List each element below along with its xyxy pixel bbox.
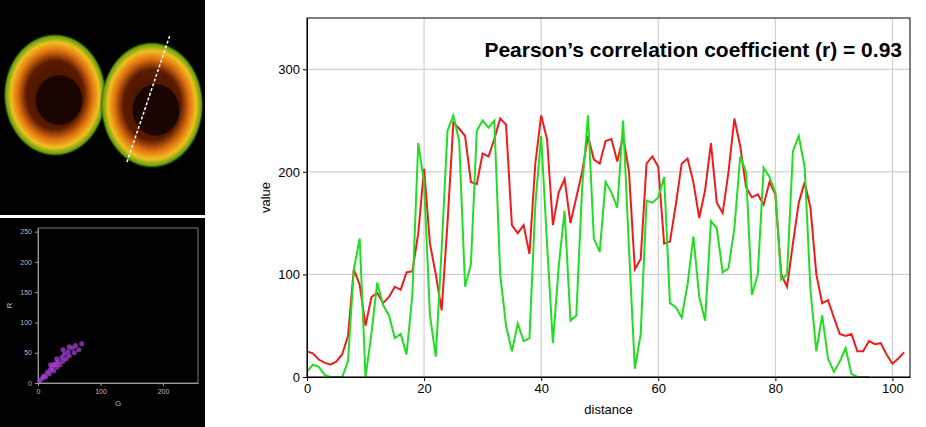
x-axis: 0 100 200 <box>37 383 199 395</box>
point <box>66 349 71 354</box>
tick-label: 80 <box>769 381 783 396</box>
series-line <box>307 115 869 377</box>
tick: 300 <box>278 62 307 77</box>
tick: 0 <box>304 377 311 396</box>
tick-mark <box>35 232 38 233</box>
point <box>67 344 72 349</box>
y-axis: 0 100 200 300 <box>278 19 307 385</box>
point <box>47 371 52 376</box>
tick: 20 <box>417 377 431 396</box>
grid <box>307 18 910 377</box>
tick-mark <box>35 292 38 293</box>
tick: 100 <box>882 377 904 396</box>
grid-line <box>307 69 910 70</box>
tick: 150 <box>20 289 38 296</box>
point <box>79 341 84 346</box>
point <box>48 362 53 367</box>
x-axis-title: distance <box>584 402 632 417</box>
tick: 200 <box>158 383 170 395</box>
tick-label: 20 <box>417 381 431 396</box>
tick-label: 0 <box>28 380 32 387</box>
tick-label: 200 <box>158 388 170 395</box>
profile-line <box>127 35 170 162</box>
tick-label: 200 <box>278 165 300 180</box>
tick: 200 <box>20 259 38 266</box>
tick-mark <box>303 69 307 70</box>
tick-label: 50 <box>24 349 32 356</box>
tick-mark <box>303 377 307 378</box>
inset-background <box>0 218 205 427</box>
micrograph <box>0 0 205 215</box>
tick-label: 250 <box>20 228 32 235</box>
tick: 40 <box>534 377 548 396</box>
nucleus <box>133 84 180 135</box>
points <box>38 341 84 383</box>
point <box>61 347 66 352</box>
tick-mark <box>35 353 38 354</box>
tick-label: 200 <box>20 259 32 266</box>
tick: 0 <box>37 383 41 395</box>
cell <box>100 41 204 169</box>
tick-mark <box>35 383 38 384</box>
tick: 50 <box>24 349 38 356</box>
grid-line <box>307 171 910 172</box>
title: Pearson’s correlation coefficient (r) = … <box>484 38 902 61</box>
inset-chart: 0 100 200 0 50 100 150 200 250 G R <box>5 228 199 408</box>
cell <box>3 33 107 157</box>
tick-mark <box>35 262 38 263</box>
tick-mark <box>303 172 307 173</box>
grid-line <box>892 18 893 377</box>
x-axis-line <box>308 377 911 378</box>
tick: 200 <box>278 165 307 180</box>
x-axis: 0 20 40 60 80 100 <box>304 377 911 396</box>
tick: 100 <box>95 383 107 395</box>
line-chart: 0 20 40 60 80 100 0 100 200 300 distance value Pears… <box>258 18 911 417</box>
tick-label: 0 <box>37 388 41 395</box>
canvas: 0 100 200 0 50 100 150 200 250 G R 0 20 40 60 80 100 0 100… <box>0 0 926 427</box>
lines <box>307 115 904 377</box>
tick-label: 40 <box>534 381 548 396</box>
tick-mark <box>35 322 38 323</box>
plot-frame <box>307 18 910 377</box>
tick: 60 <box>652 377 666 396</box>
point <box>73 343 78 348</box>
tick: 100 <box>20 319 38 326</box>
tick-label: 0 <box>304 381 311 396</box>
point <box>76 347 81 352</box>
y-axis-title: value <box>258 182 273 213</box>
inset-frame <box>38 228 198 383</box>
tick-label: 100 <box>20 319 32 326</box>
tick: 100 <box>278 267 307 282</box>
point <box>72 350 77 355</box>
tick-label: 300 <box>278 62 300 77</box>
grid-line <box>541 18 542 377</box>
grid-line <box>307 274 910 275</box>
tick-label: 150 <box>20 289 32 296</box>
tick-label: 60 <box>652 381 666 396</box>
tick: 250 <box>20 228 38 235</box>
tick-mark <box>163 383 164 386</box>
y-axis-title: R <box>5 302 14 308</box>
y-axis-line <box>307 19 308 378</box>
tick-label: 100 <box>882 381 904 396</box>
micrograph-background <box>0 0 205 215</box>
tick-mark <box>303 274 307 275</box>
tick: 0 <box>28 380 38 387</box>
tick-label: 0 <box>293 370 300 385</box>
tick-label: 100 <box>95 388 107 395</box>
y-axis: 0 50 100 150 200 250 <box>20 228 38 386</box>
point <box>54 356 59 361</box>
tick: 0 <box>293 370 307 385</box>
tick: 80 <box>769 377 783 396</box>
tick-mark <box>101 383 102 386</box>
x-axis-title: G <box>115 399 121 408</box>
nucleus <box>36 75 83 125</box>
tick-label: 100 <box>278 267 300 282</box>
point <box>67 353 72 358</box>
